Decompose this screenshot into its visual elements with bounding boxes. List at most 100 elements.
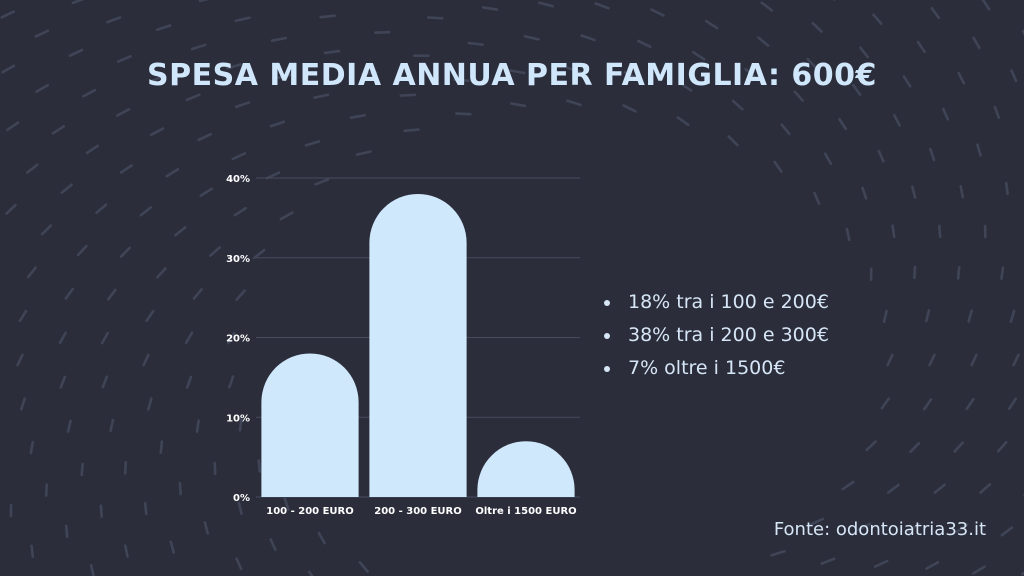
- background-dash: [234, 16, 251, 23]
- summary-item: 7% oltre i 1500€: [600, 352, 829, 385]
- background-dash: [44, 483, 48, 497]
- background-dash: [155, 267, 167, 279]
- background-dash: [185, 375, 193, 389]
- background-dash: [319, 14, 336, 19]
- background-dash: [208, 246, 221, 257]
- background-dash: [851, 83, 862, 96]
- background-dash: [481, 6, 499, 11]
- background-dash: [845, 227, 851, 242]
- background-dash: [580, 34, 596, 42]
- background-dash: [1, 64, 16, 74]
- background-dash: [238, 418, 243, 432]
- background-dash: [902, 75, 912, 88]
- background-dash: [361, 71, 378, 76]
- background-dash: [184, 331, 194, 345]
- background-dash: [838, 117, 848, 131]
- background-dash: [147, 397, 153, 411]
- background-dash: [100, 331, 109, 345]
- background-dash: [18, 309, 28, 323]
- background-dash: [198, 0, 210, 3]
- background-dash: [313, 93, 330, 99]
- background-dash: [307, 570, 314, 576]
- background-dash: [953, 441, 965, 453]
- background-dash: [145, 309, 155, 323]
- background-dash: [233, 206, 247, 217]
- x-tick-label: 200 - 300 EURO: [374, 506, 462, 517]
- page-title: SPESA MEDIA ANNUA PER FAMIGLIA: 600€: [147, 58, 877, 93]
- background-dash: [566, 66, 583, 74]
- background-dash: [231, 152, 247, 161]
- background-dash: [959, 185, 965, 199]
- y-tick-label: 30%: [226, 254, 250, 265]
- background-dash: [886, 353, 894, 367]
- background-dash: [116, 108, 131, 117]
- background-dash: [993, 105, 1001, 119]
- background-dash: [349, 113, 366, 119]
- background-dash: [770, 549, 786, 557]
- background-dash: [142, 353, 150, 367]
- background-dash: [58, 331, 67, 345]
- background-dash: [1010, 69, 1018, 83]
- background-dash: [403, 128, 420, 133]
- background-dash: [956, 266, 961, 280]
- background-dash: [155, 24, 172, 32]
- background-dash: [203, 521, 209, 535]
- background-dash: [882, 309, 888, 324]
- background-dash: [509, 69, 526, 75]
- background-dash: [780, 123, 791, 136]
- background-dash: [928, 353, 936, 367]
- background-dash: [594, 2, 610, 10]
- background-dash: [972, 36, 981, 50]
- background-dash: [119, 246, 132, 258]
- background-dash: [509, 102, 527, 108]
- background-dash: [151, 74, 167, 83]
- background-dash: [178, 481, 182, 496]
- summary-item: 18% tra i 100 e 200€: [600, 286, 829, 319]
- background-dash: [1004, 181, 1009, 196]
- background-dash: [64, 524, 69, 539]
- bar: [477, 441, 575, 497]
- background-dash: [891, 224, 896, 238]
- background-dash: [757, 36, 770, 47]
- background-dash: [929, 147, 936, 162]
- background-dash: [679, 82, 693, 92]
- background-dash: [59, 375, 67, 389]
- background-dash: [955, 523, 969, 534]
- background-dash: [228, 375, 235, 389]
- background-dash: [226, 63, 242, 70]
- background-dash: [566, 99, 582, 107]
- background-dash: [1000, 266, 1005, 280]
- background-dash: [426, 16, 444, 20]
- bullet-icon: [604, 366, 610, 372]
- background-dash: [933, 483, 946, 494]
- background-dash: [269, 120, 286, 128]
- background-dash: [123, 461, 128, 475]
- background-dash: [279, 211, 294, 221]
- background-dash: [887, 483, 900, 494]
- background-dash: [19, 397, 26, 411]
- background-dash: [116, 55, 132, 63]
- background-dash: [704, 19, 719, 30]
- background-dash: [235, 289, 246, 301]
- background-dash: [317, 531, 326, 545]
- background-dash: [957, 71, 966, 85]
- background-dash: [938, 224, 942, 239]
- background-dash: [169, 540, 176, 554]
- background-dash: [197, 132, 213, 142]
- background-dash: [143, 501, 148, 516]
- background-dash: [622, 104, 637, 113]
- background-dash: [283, 497, 290, 511]
- background-dash: [1008, 397, 1018, 410]
- background-dash: [909, 441, 921, 454]
- bullet-icon: [604, 333, 610, 339]
- background-dash: [877, 149, 885, 163]
- background-dash: [970, 353, 978, 367]
- background-dash: [237, 501, 243, 515]
- background-dash: [323, 49, 341, 55]
- background-dash: [538, 1, 554, 8]
- background-dash: [636, 39, 652, 49]
- background-dash: [5, 203, 17, 215]
- background-dash: [185, 93, 201, 102]
